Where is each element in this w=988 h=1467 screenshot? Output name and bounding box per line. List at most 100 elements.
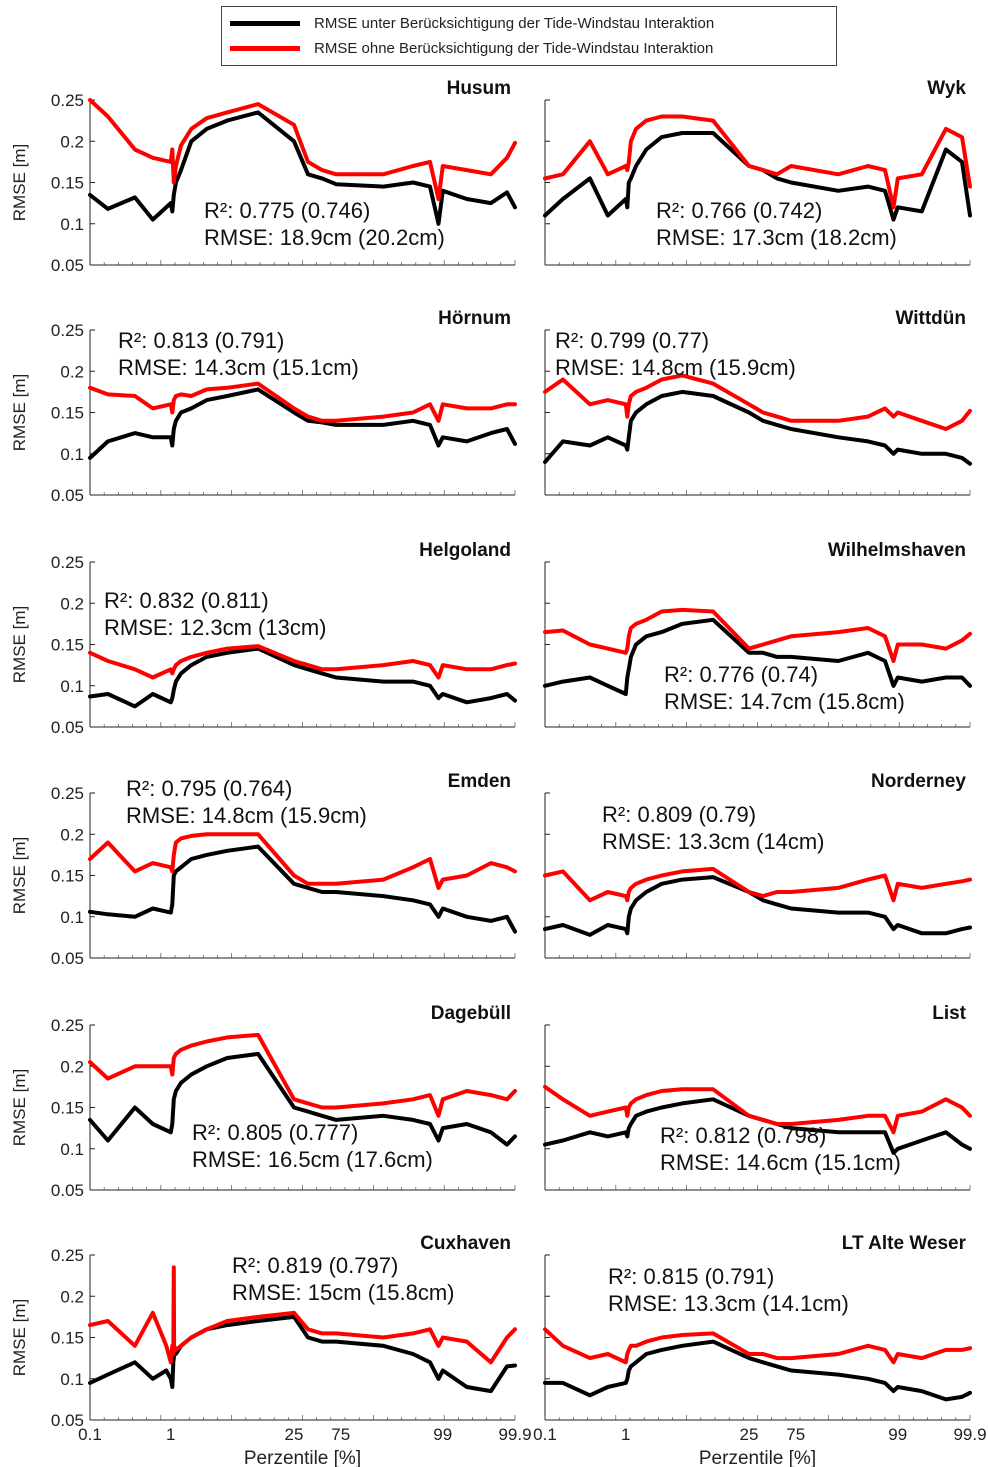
legend-label-black: RMSE unter Berücksichtigung der Tide-Win… <box>314 14 715 32</box>
chart-title-wittd-n: Wittdün <box>895 308 966 329</box>
series-line-black-cuxhaven <box>88 1314 517 1394</box>
y-tick-label: 0.2 <box>60 1057 84 1076</box>
x-tick-label: 99 <box>888 1425 907 1444</box>
rmse-annotation-norderney: RMSE: 13.3cm (14cm) <box>602 829 825 854</box>
y-tick-label: 0.05 <box>51 486 84 505</box>
r2-annotation-norderney: R²: 0.809 (0.79) <box>602 802 756 827</box>
x-tick-label: 1 <box>166 1425 175 1444</box>
y-tick-label: 0.15 <box>51 636 84 655</box>
x-tick-label: 0.1 <box>533 1425 557 1444</box>
r2-annotation-cuxhaven: R²: 0.819 (0.797) <box>232 1253 398 1278</box>
series-line-red-emden <box>88 832 517 890</box>
y-tick-label: 0.25 <box>51 784 84 803</box>
y-tick-label: 0.25 <box>51 321 84 340</box>
series-line-black-lt-alte-weser <box>543 1339 972 1402</box>
y-axis-label: RMSE [m] <box>10 606 29 683</box>
y-tick-label: 0.2 <box>60 1287 84 1306</box>
y-tick-label: 0.05 <box>51 256 84 275</box>
series-line-black-wilhelmshaven <box>543 617 972 696</box>
series-line-red-dageb-ll <box>88 1032 517 1118</box>
chart-title-list: List <box>932 1003 966 1024</box>
chart-title-cuxhaven: Cuxhaven <box>420 1233 511 1254</box>
x-axis-label: Perzentile [%] <box>244 1448 361 1467</box>
rmse-annotation-helgoland: RMSE: 12.3cm (13cm) <box>104 615 327 640</box>
series-line-black-wyk <box>543 131 972 222</box>
rmse-annotation-list: RMSE: 14.6cm (15.1cm) <box>660 1150 901 1175</box>
y-tick-label: 0.1 <box>60 1140 84 1159</box>
y-tick-label: 0.1 <box>60 445 84 464</box>
y-tick-label: 0.15 <box>51 1329 84 1348</box>
y-tick-label: 0.15 <box>51 174 84 193</box>
chart-title-husum: Husum <box>447 78 511 99</box>
r2-annotation-wittd-n: R²: 0.799 (0.77) <box>555 328 709 353</box>
x-tick-label: 75 <box>786 1425 805 1444</box>
y-tick-label: 0.25 <box>51 1016 84 1035</box>
rmse-annotation-lt-alte-weser: RMSE: 13.3cm (14.1cm) <box>608 1291 849 1316</box>
y-tick-label: 0.05 <box>51 949 84 968</box>
rmse-annotation-wilhelmshaven: RMSE: 14.7cm (15.8cm) <box>664 689 905 714</box>
y-tick-label: 0.1 <box>60 677 84 696</box>
y-tick-label: 0.1 <box>60 908 84 927</box>
x-tick-label: 99.9 <box>498 1425 531 1444</box>
x-tick-label: 25 <box>740 1425 759 1444</box>
series-line-black-husum <box>88 110 517 226</box>
r2-annotation-h-rnum: R²: 0.813 (0.791) <box>118 328 284 353</box>
x-tick-label: 1 <box>621 1425 630 1444</box>
x-tick-label: 0.1 <box>78 1425 102 1444</box>
y-tick-label: 0.05 <box>51 718 84 737</box>
series-line-red-norderney <box>543 866 972 903</box>
x-tick-label: 75 <box>331 1425 350 1444</box>
series-line-black-list <box>543 1097 972 1155</box>
series-line-red-helgoland <box>88 644 517 680</box>
legend-entry-black: RMSE unter Berücksichtigung der Tide-Win… <box>230 12 714 34</box>
y-tick-label: 0.1 <box>60 1370 84 1389</box>
series-line-red-wilhelmshaven <box>543 607 972 663</box>
r2-annotation-dageb-ll: R²: 0.805 (0.777) <box>192 1120 358 1145</box>
legend: RMSE unter Berücksichtigung der Tide-Win… <box>221 6 837 66</box>
r2-annotation-emden: R²: 0.795 (0.764) <box>126 776 292 801</box>
y-tick-label: 0.15 <box>51 1099 84 1118</box>
chart-title-emden: Emden <box>448 771 511 792</box>
chart-title-h-rnum: Hörnum <box>438 308 511 329</box>
y-axis-label: RMSE [m] <box>10 1299 29 1376</box>
series-line-black-norderney <box>543 875 972 937</box>
legend-label-red: RMSE ohne Berücksichtigung der Tide-Wind… <box>314 39 714 57</box>
series-line-black-wittd-n <box>543 389 972 466</box>
chart-title-dageb-ll: Dagebüll <box>431 1003 511 1024</box>
x-tick-label: 25 <box>285 1425 304 1444</box>
y-axis-label: RMSE [m] <box>10 1069 29 1146</box>
chart-title-lt-alte-weser: LT Alte Weser <box>842 1233 967 1254</box>
y-axis-label: RMSE [m] <box>10 837 29 914</box>
series-line-red-cuxhaven <box>88 1265 517 1365</box>
series-line-black-helgoland <box>88 646 517 709</box>
chart-title-wyk: Wyk <box>927 78 966 99</box>
rmse-annotation-wittd-n: RMSE: 14.8cm (15.9cm) <box>555 355 796 380</box>
series-line-black-emden <box>88 844 517 934</box>
r2-annotation-husum: R²: 0.775 (0.746) <box>204 198 370 223</box>
series-line-red-wittd-n <box>543 373 972 431</box>
r2-annotation-wyk: R²: 0.766 (0.742) <box>656 198 822 223</box>
legend-swatch-black <box>230 20 300 26</box>
rmse-annotation-wyk: RMSE: 17.3cm (18.2cm) <box>656 225 897 250</box>
x-tick-label: 99 <box>433 1425 452 1444</box>
rmse-annotation-emden: RMSE: 14.8cm (15.9cm) <box>126 803 367 828</box>
chart-title-norderney: Norderney <box>871 771 966 792</box>
r2-annotation-helgoland: R²: 0.832 (0.811) <box>104 588 269 613</box>
series-line-red-h-rnum <box>88 381 517 423</box>
series-line-red-husum <box>88 98 517 201</box>
y-tick-label: 0.05 <box>51 1411 84 1430</box>
y-tick-label: 0.15 <box>51 404 84 423</box>
y-tick-label: 0.25 <box>51 91 84 110</box>
series-line-black-dageb-ll <box>88 1051 517 1147</box>
y-tick-label: 0.15 <box>51 867 84 886</box>
x-axis-label: Perzentile [%] <box>699 1448 816 1467</box>
y-tick-label: 0.1 <box>60 215 84 234</box>
series-line-red-list <box>543 1084 972 1135</box>
r2-annotation-list: R²: 0.812 (0.798) <box>660 1123 826 1148</box>
series-line-black-h-rnum <box>88 387 517 460</box>
x-tick-label: 99.9 <box>953 1425 986 1444</box>
legend-swatch-red <box>230 45 300 51</box>
r2-annotation-wilhelmshaven: R²: 0.776 (0.74) <box>664 662 818 687</box>
y-tick-label: 0.2 <box>60 825 84 844</box>
